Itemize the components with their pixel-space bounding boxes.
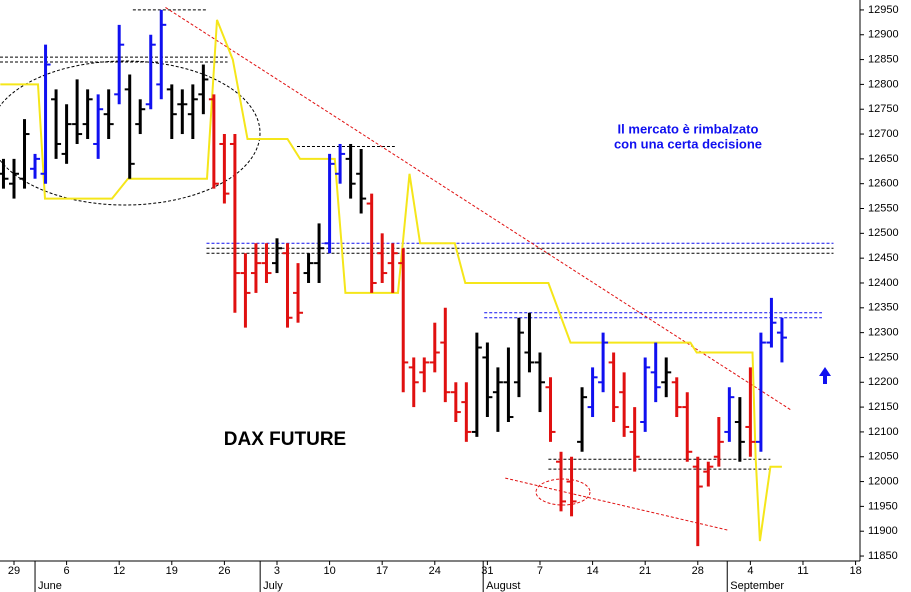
y-tick-label: 11900 xyxy=(868,525,898,537)
y-tick-label: 12100 xyxy=(868,426,899,438)
plot-area xyxy=(0,7,834,547)
x-tick-label: 24 xyxy=(429,565,441,577)
trend-line xyxy=(505,477,729,531)
y-tick-label: 12750 xyxy=(868,103,899,115)
annotation: con una certa decisione xyxy=(614,136,762,151)
y-tick-label: 12800 xyxy=(868,78,899,90)
y-tick-label: 12450 xyxy=(868,252,899,264)
y-tick-label: 12400 xyxy=(868,277,899,289)
y-tick-label: 12050 xyxy=(868,451,899,463)
x-tick-label: 4 xyxy=(747,565,753,577)
x-tick-label: 14 xyxy=(586,565,598,577)
y-tick-label: 12900 xyxy=(868,29,899,41)
x-tick-label: 29 xyxy=(8,565,20,577)
month-label: September xyxy=(730,580,784,592)
y-tick-label: 12650 xyxy=(868,153,899,165)
stop-line xyxy=(0,19,782,542)
month-label: June xyxy=(38,580,62,592)
x-tick-label: 3 xyxy=(274,565,280,577)
y-tick-label: 12300 xyxy=(868,327,899,339)
month-label: July xyxy=(263,580,283,592)
x-tick-label: 12 xyxy=(113,565,125,577)
x-tick-label: 26 xyxy=(218,565,230,577)
month-label: August xyxy=(486,580,520,592)
x-tick-label: 6 xyxy=(64,565,70,577)
y-tick-label: 12950 xyxy=(868,4,899,16)
y-tick-label: 12250 xyxy=(868,351,899,363)
y-tick-label: 12350 xyxy=(868,302,899,314)
y-tick-label: 12150 xyxy=(868,401,899,413)
y-tick-label: 11850 xyxy=(868,550,898,562)
trend-line xyxy=(165,7,791,411)
chart-title: DAX FUTURE xyxy=(224,429,346,450)
highlight-ellipse xyxy=(535,478,591,506)
y-tick-label: 12600 xyxy=(868,178,899,190)
x-tick-label: 7 xyxy=(537,565,543,577)
x-tick-label: 21 xyxy=(639,565,651,577)
up-arrow xyxy=(819,367,831,384)
x-tick-label: 18 xyxy=(849,565,861,577)
y-tick-label: 12500 xyxy=(868,227,899,239)
x-tick-label: 28 xyxy=(692,565,704,577)
y-tick-label: 11950 xyxy=(868,500,898,512)
y-tick-label: 12700 xyxy=(868,128,899,140)
x-tick-label: 31 xyxy=(481,565,493,577)
x-tick-label: 19 xyxy=(166,565,178,577)
annotation: Il mercato è rimbalzato xyxy=(618,121,759,136)
x-tick-label: 11 xyxy=(797,565,808,577)
x-tick-label: 10 xyxy=(323,565,335,577)
highlight-ellipse xyxy=(0,60,261,206)
y-tick-label: 12200 xyxy=(868,376,899,388)
y-tick-label: 12000 xyxy=(868,475,899,487)
y-tick-label: 12550 xyxy=(868,202,899,214)
x-tick-label: 17 xyxy=(376,565,388,577)
y-tick-label: 12850 xyxy=(868,53,899,65)
